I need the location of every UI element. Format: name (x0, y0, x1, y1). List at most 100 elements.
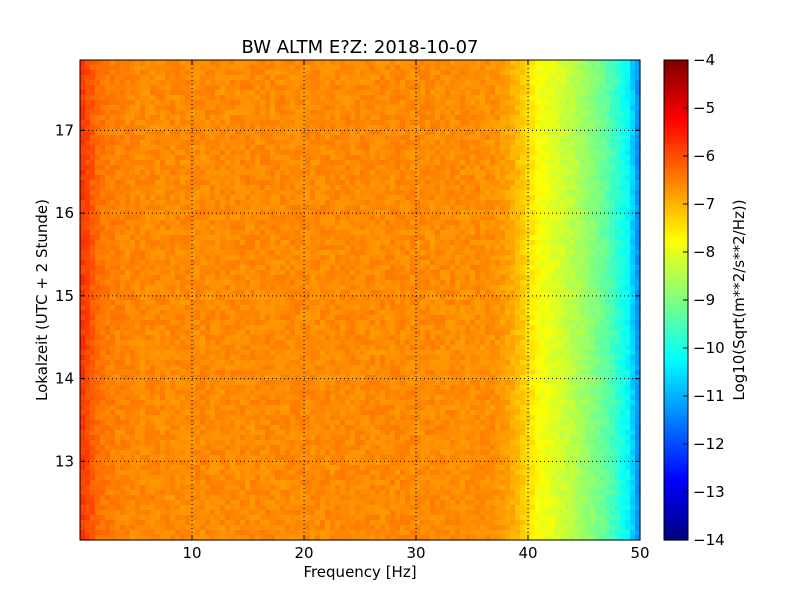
heatmap-cell (345, 255, 351, 261)
heatmap-cell (560, 265, 566, 271)
heatmap-cell (360, 265, 366, 271)
heatmap-cell (135, 260, 141, 266)
heatmap-cell (290, 75, 296, 81)
heatmap-cell (275, 115, 281, 121)
heatmap-cell (580, 110, 586, 116)
heatmap-cell (285, 225, 291, 231)
heatmap-cell (575, 245, 581, 251)
heatmap-cell (460, 80, 466, 86)
heatmap-cell (200, 255, 206, 261)
heatmap-cell (280, 90, 286, 96)
heatmap-cell (235, 180, 241, 186)
heatmap-cell (255, 125, 261, 131)
heatmap-cell (635, 235, 641, 241)
heatmap-cell (460, 185, 466, 191)
heatmap-cell (540, 175, 546, 181)
heatmap-cell (305, 175, 311, 181)
heatmap-cell (350, 190, 356, 196)
heatmap-cell (520, 95, 526, 101)
heatmap-cell (600, 185, 606, 191)
heatmap-cell (335, 180, 341, 186)
heatmap-cell (105, 85, 111, 91)
heatmap-cell (465, 70, 471, 76)
heatmap-cell (435, 275, 441, 281)
heatmap-cell (215, 70, 221, 76)
heatmap-cell (325, 200, 331, 206)
heatmap-cell (260, 260, 266, 266)
heatmap-cell (185, 105, 191, 111)
heatmap-cell (365, 180, 371, 186)
heatmap-cell (620, 80, 626, 86)
heatmap-cell (250, 65, 256, 71)
heatmap-cell (270, 225, 276, 231)
heatmap-cell (490, 125, 496, 131)
heatmap-cell (430, 180, 436, 186)
heatmap-cell (470, 245, 476, 251)
heatmap-cell (110, 245, 116, 251)
heatmap-cell (285, 120, 291, 126)
heatmap-cell (455, 100, 461, 106)
heatmap-cell (325, 60, 331, 66)
heatmap-cell (315, 180, 321, 186)
heatmap-cell (230, 225, 236, 231)
heatmap-cell (610, 205, 616, 211)
heatmap-cell (470, 195, 476, 201)
heatmap-cell (490, 105, 496, 111)
heatmap-cell (570, 180, 576, 186)
heatmap-cell (295, 70, 301, 76)
heatmap-cell (175, 235, 181, 241)
heatmap-cell (500, 210, 506, 216)
heatmap-cell (635, 90, 641, 96)
heatmap-cell (125, 185, 131, 191)
heatmap-cell (610, 225, 616, 231)
heatmap-cell (215, 205, 221, 211)
heatmap-cell (285, 115, 291, 121)
heatmap-cell (350, 85, 356, 91)
heatmap-cell (330, 185, 336, 191)
heatmap-cell (175, 280, 181, 286)
heatmap-cell (285, 100, 291, 106)
heatmap-cell (145, 100, 151, 106)
heatmap-cell (185, 150, 191, 156)
heatmap-cell (255, 215, 261, 221)
heatmap-cell (255, 160, 261, 166)
heatmap-cell (155, 140, 161, 146)
heatmap-cell (280, 140, 286, 146)
heatmap-cell (385, 110, 391, 116)
heatmap-cell (320, 275, 326, 281)
heatmap-cell (450, 235, 456, 241)
heatmap-cell (530, 140, 536, 146)
heatmap-cell (110, 105, 116, 111)
heatmap-cell (555, 80, 561, 86)
heatmap-cell (195, 100, 201, 106)
heatmap-cell (255, 75, 261, 81)
heatmap-cell (260, 235, 266, 241)
heatmap-cell (305, 85, 311, 91)
heatmap-cell (410, 230, 416, 236)
heatmap-cell (450, 205, 456, 211)
heatmap-cell (85, 210, 91, 216)
heatmap-cell (315, 270, 321, 276)
heatmap-cell (445, 100, 451, 106)
heatmap-cell (240, 190, 246, 196)
heatmap-cell (525, 160, 531, 166)
heatmap-cell (400, 275, 406, 281)
heatmap-cell (260, 125, 266, 131)
heatmap-cell (235, 65, 241, 71)
heatmap-cell (405, 95, 411, 101)
heatmap-cell (85, 120, 91, 126)
heatmap-cell (620, 95, 626, 101)
heatmap-cell (435, 205, 441, 211)
heatmap-cell (80, 115, 86, 121)
heatmap-cell (575, 85, 581, 91)
heatmap-cell (375, 175, 381, 181)
heatmap-cell (280, 280, 286, 286)
heatmap-cell (95, 155, 101, 161)
heatmap-cell (450, 105, 456, 111)
heatmap-cell (225, 85, 231, 91)
heatmap-cell (455, 150, 461, 156)
heatmap-cell (505, 195, 511, 201)
heatmap-cell (410, 65, 416, 71)
heatmap-cell (125, 70, 131, 76)
heatmap-cell (365, 275, 371, 281)
